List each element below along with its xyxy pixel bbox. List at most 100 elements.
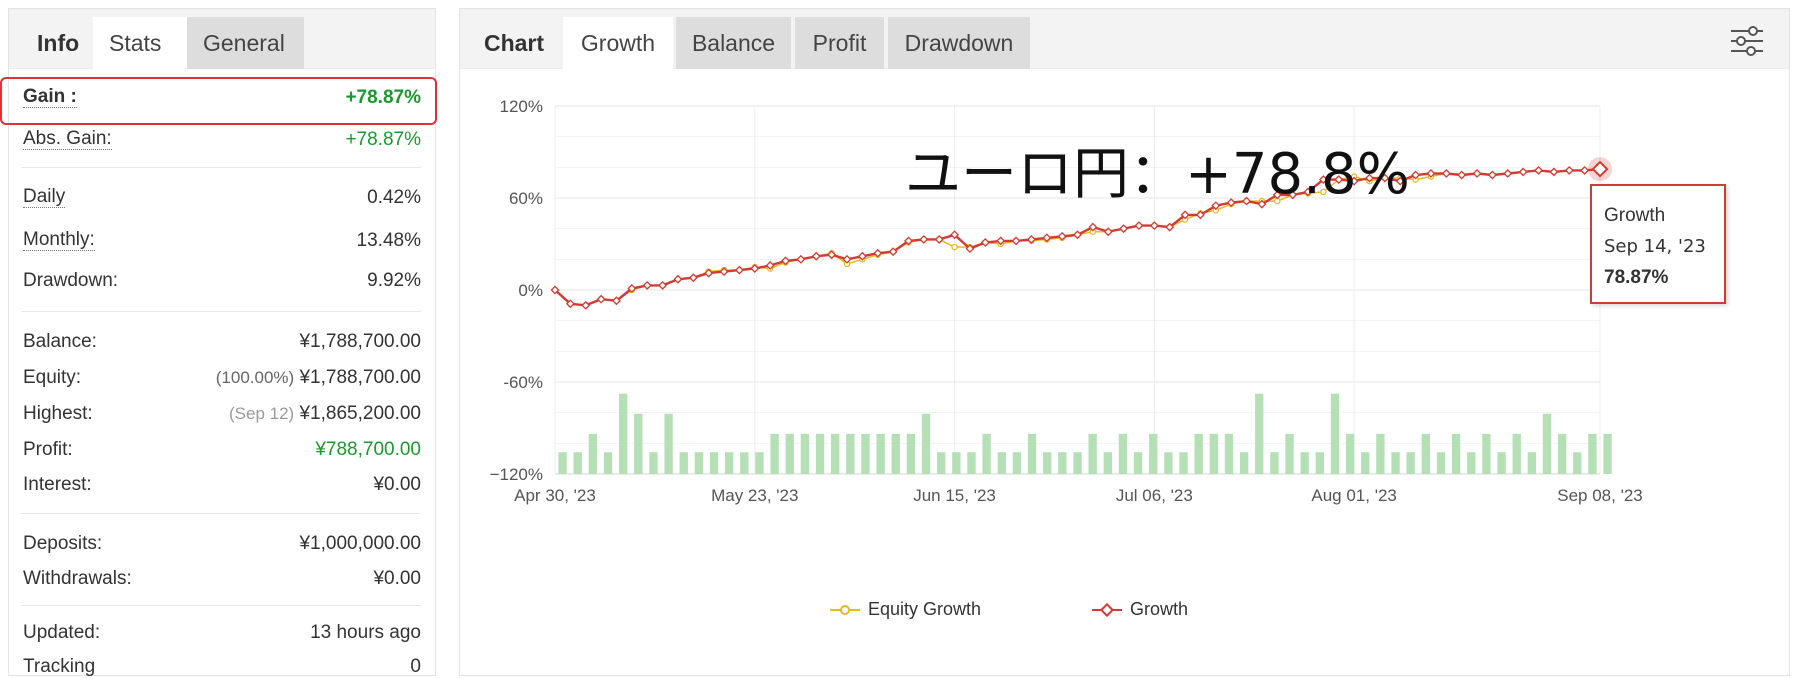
volume-bar (634, 413, 643, 474)
growth-point (673, 274, 683, 284)
gain-highlight-box (0, 77, 437, 125)
growth-point (612, 296, 621, 306)
growth-point (888, 247, 898, 257)
monthly-label[interactable]: Monthly: (23, 229, 95, 251)
y-tick-label: −120% (490, 465, 543, 484)
volume-bar (558, 452, 567, 474)
abs-gain-label[interactable]: Abs. Gain: (23, 128, 112, 150)
sliders-icon[interactable] (1729, 23, 1765, 59)
volume-bar (1330, 393, 1340, 474)
deposits-label: Deposits: (23, 533, 103, 554)
withdrawals-value: ¥0.00 (373, 568, 421, 589)
growth-point (1103, 227, 1113, 237)
growth-point (565, 299, 575, 309)
chart-panel: Chart Growth Balance Profit Drawdown 120… (459, 8, 1790, 676)
tab-drawdown[interactable]: Drawdown (888, 17, 1030, 69)
growth-point (1380, 173, 1390, 183)
tab-chart[interactable]: Chart (483, 30, 545, 56)
tab-info[interactable]: Info (37, 30, 80, 56)
tab-general[interactable]: General (187, 17, 304, 69)
profit-label: Profit: (23, 439, 73, 460)
highest-date: (Sep 12) (229, 404, 295, 423)
volume-bar (1058, 452, 1067, 474)
volume-bar (1027, 433, 1037, 474)
growth-point (688, 273, 698, 283)
growth-point (842, 254, 852, 264)
gain-value: +78.87% (345, 87, 421, 108)
divider (21, 167, 421, 168)
growth-point (1334, 175, 1344, 185)
tab-stats[interactable]: Stats (93, 17, 187, 69)
growth-point (734, 265, 744, 275)
balance-row: Balance: ¥1,788,700.00 (21, 329, 421, 359)
volume-bar (1376, 433, 1385, 474)
volume-bar (967, 452, 976, 474)
legend-equity-growth[interactable]: Equity Growth (830, 599, 981, 620)
volume-bar (846, 433, 855, 474)
volume-bar (1133, 452, 1143, 474)
volume-bar (921, 413, 931, 474)
divider (21, 311, 421, 312)
divider (21, 513, 421, 514)
interest-row: Interest: ¥0.00 (21, 472, 421, 502)
equity-label: Equity: (23, 367, 82, 388)
legend-growth[interactable]: Growth (1092, 599, 1188, 620)
legend-growth-marker-icon (1092, 602, 1122, 617)
tab-growth[interactable]: Growth (563, 17, 673, 69)
growth-point (1564, 165, 1574, 175)
growth-point (1073, 230, 1082, 240)
growth-point (750, 264, 760, 273)
x-tick-label: May 23, '23 (711, 486, 798, 505)
equity-value-wrap: (100.00%) ¥1,788,700.00 (216, 367, 421, 389)
tracking-value: 0 (410, 656, 421, 677)
abs-gain-value: +78.87% (345, 129, 421, 150)
withdrawals-row: Withdrawals: ¥0.00 (21, 566, 421, 596)
tab-profit[interactable]: Profit (795, 17, 884, 69)
volume-bar (906, 433, 916, 474)
y-tick-label: 60% (509, 189, 543, 208)
volume-bar (785, 433, 794, 474)
daily-label[interactable]: Daily (23, 186, 66, 208)
daily-row: Daily 0.42% (21, 185, 421, 215)
growth-point (904, 236, 913, 246)
balance-value: ¥1,788,700.00 (299, 331, 421, 352)
growth-point (1549, 167, 1559, 177)
growth-point (1257, 199, 1267, 209)
volume-bar (1482, 433, 1491, 474)
growth-point (811, 251, 821, 261)
chart-tooltip: Growth Sep 14, '23 78.87% (1590, 184, 1726, 304)
volume-bar (1043, 452, 1052, 474)
highest-value-wrap: (Sep 12) ¥1,865,200.00 (229, 403, 421, 425)
growth-point (781, 256, 790, 266)
divider (21, 605, 421, 606)
volume-bar (1542, 413, 1552, 474)
volume-bar (679, 452, 688, 474)
growth-point (1303, 187, 1313, 197)
legend-equity-label: Equity Growth (868, 599, 982, 619)
tab-balance[interactable]: Balance (676, 17, 791, 69)
growth-point (719, 267, 729, 277)
monthly-value: 13.48% (356, 230, 421, 251)
volume-bar (770, 433, 779, 474)
x-tick-label: Aug 01, '23 (1311, 486, 1396, 505)
volume-bar (573, 452, 582, 474)
volume-bar (709, 452, 719, 474)
volume-bar (1315, 452, 1324, 474)
volume-bar (982, 433, 991, 474)
volume-bar (1451, 433, 1461, 474)
volume-bar (1194, 433, 1203, 474)
growth-point (1318, 175, 1328, 185)
growth-point (1026, 234, 1036, 244)
profit-value: ¥788,700.00 (315, 439, 421, 460)
growth-point (796, 254, 806, 264)
growth-point (658, 280, 668, 290)
growth-point (1057, 231, 1067, 241)
equity-percent: (100.00%) (215, 368, 295, 387)
volume-bar (1588, 433, 1597, 474)
growth-point (642, 280, 652, 290)
overlay-caption: ユーロ円：+78.8% (905, 142, 1410, 207)
volume-bar (1300, 452, 1309, 474)
volume-bar (1149, 433, 1158, 474)
tooltip-date: Sep 14, '23 (1604, 236, 1706, 257)
gain-label[interactable]: Gain : (23, 86, 77, 108)
